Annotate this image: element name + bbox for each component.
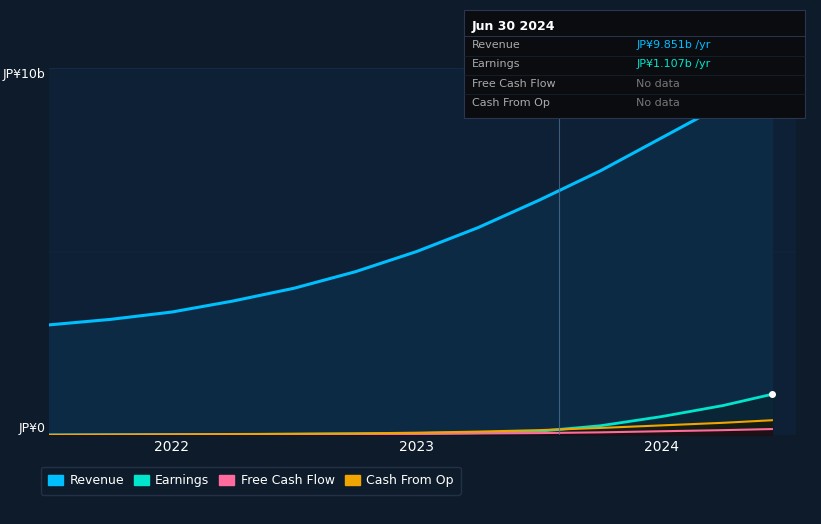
Legend: Revenue, Earnings, Free Cash Flow, Cash From Op: Revenue, Earnings, Free Cash Flow, Cash …: [40, 467, 461, 495]
Text: No data: No data: [636, 98, 680, 108]
Text: JP¥1.107b /yr: JP¥1.107b /yr: [636, 59, 710, 69]
Text: Cash From Op: Cash From Op: [472, 98, 550, 108]
Text: JP¥10b: JP¥10b: [2, 68, 45, 81]
Text: Free Cash Flow: Free Cash Flow: [472, 79, 556, 89]
Text: JP¥9.851b /yr: JP¥9.851b /yr: [636, 40, 711, 50]
Text: Earnings: Earnings: [472, 59, 521, 69]
Text: No data: No data: [636, 79, 680, 89]
Text: Jun 30 2024: Jun 30 2024: [472, 20, 556, 33]
Text: Past: Past: [566, 77, 589, 88]
Text: JP¥0: JP¥0: [19, 422, 45, 435]
Text: Revenue: Revenue: [472, 40, 521, 50]
